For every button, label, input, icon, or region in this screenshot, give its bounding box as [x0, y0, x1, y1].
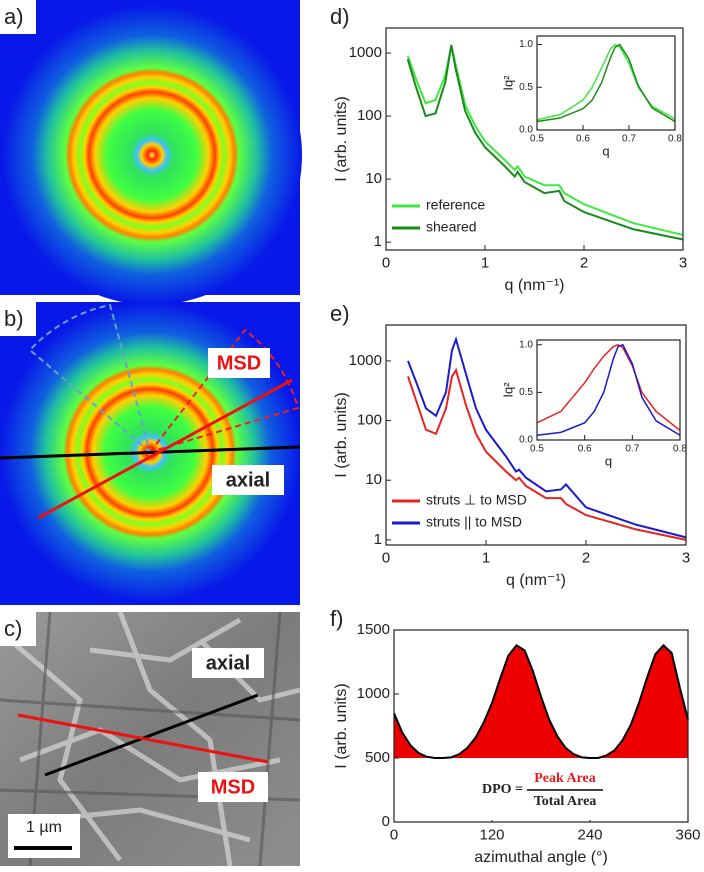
y-tick-label: 100 — [357, 107, 382, 124]
label-box — [0, 302, 36, 336]
saxs-pattern — [2, 5, 302, 305]
label-box — [212, 465, 284, 495]
y-tick-label: 0 — [382, 813, 390, 830]
label-box — [192, 648, 264, 678]
x-axis-label: azimuthal angle (°) — [474, 849, 608, 866]
series-line — [407, 367, 687, 541]
x-tick-label: 3 — [679, 254, 687, 271]
x-tick-label: 0.8 — [673, 444, 687, 455]
axial-line — [0, 445, 301, 460]
area — [394, 645, 688, 758]
label-box — [208, 348, 270, 378]
plot-frame — [385, 27, 684, 251]
x-axis-label: q (nm⁻¹) — [506, 572, 566, 589]
series-line — [407, 336, 687, 539]
x-tick-label: 0.5 — [530, 444, 544, 455]
line — [393, 643, 689, 759]
msd-line — [17, 713, 269, 764]
x-tick-label: 0.7 — [622, 134, 636, 145]
series-line — [536, 343, 681, 432]
y-tick-label: 0.0 — [519, 435, 533, 446]
y-axis-label: I (arb. units) — [333, 392, 350, 477]
legend-label: reference — [426, 197, 485, 213]
legend-label: sheared — [426, 219, 477, 235]
y-axis-label: Iq² — [500, 75, 515, 91]
panel-label: f) — [330, 606, 343, 631]
x-tick-label: 0 — [382, 254, 390, 271]
panel-label: a) — [4, 4, 24, 29]
y-tick-label: 500 — [365, 749, 390, 766]
legend-label: struts || to MSD — [426, 514, 522, 530]
y-tick-label: 10 — [365, 471, 382, 488]
sector — [28, 303, 152, 455]
y-axis-label: I (arb. units) — [333, 96, 350, 181]
y-tick-label: 100 — [357, 412, 382, 429]
x-tick-label: 1 — [482, 549, 490, 566]
x-tick-label: 0 — [390, 826, 398, 843]
y-axis-label: I (arb. units) — [333, 683, 350, 768]
series-line — [536, 43, 676, 123]
x-tick-label: 0 — [382, 549, 390, 566]
x-axis-label: q — [605, 453, 612, 468]
annotation: axial — [226, 469, 270, 491]
x-tick-label: 120 — [479, 826, 504, 843]
msd-line — [37, 378, 293, 520]
panel-label: c) — [4, 616, 22, 641]
y-axis-label: Iq² — [500, 382, 515, 398]
series-line — [536, 343, 681, 436]
y-tick-label: 1.0 — [519, 339, 533, 350]
sector — [147, 328, 300, 454]
x-tick-label: 0.8 — [668, 134, 682, 145]
annotation: axial — [206, 652, 250, 674]
panel-label: e) — [330, 301, 350, 326]
label-box — [0, 612, 36, 646]
y-tick-label: 0.5 — [519, 387, 533, 398]
x-tick-label: 0.5 — [530, 134, 544, 145]
annotation: MSD — [211, 776, 255, 798]
y-tick-label: 1 — [374, 233, 382, 250]
y-tick-label: 1000 — [349, 352, 382, 369]
y-tick-label: 1000 — [349, 44, 382, 61]
plot-frame — [536, 35, 676, 131]
y-tick-label: 0.0 — [519, 125, 533, 136]
panel-label: d) — [330, 4, 350, 29]
y-tick-label: 1000 — [357, 685, 390, 702]
plot-frame — [385, 324, 687, 546]
plot-frame — [393, 629, 689, 823]
inset-background — [537, 340, 680, 440]
x-tick-label: 2 — [580, 254, 588, 271]
scale-bar-label: 1 µm — [26, 819, 62, 836]
x-tick-label: 3 — [682, 549, 690, 566]
annotation: MSD — [217, 352, 261, 374]
inset-background — [537, 36, 675, 130]
x-axis-label: q (nm⁻¹) — [505, 277, 565, 294]
x-tick-label: 240 — [577, 826, 602, 843]
x-tick-label: 0.6 — [578, 444, 592, 455]
y-tick-label: 1.0 — [519, 39, 533, 50]
series-line — [406, 44, 684, 241]
x-tick-label: 2 — [582, 549, 590, 566]
y-tick-label: 1500 — [357, 621, 390, 638]
panel-label: b) — [4, 306, 24, 331]
x-tick-label: 0.6 — [576, 134, 590, 145]
formula-lhs: DPO = — [482, 782, 523, 797]
label-box — [8, 814, 80, 858]
y-tick-label: 10 — [365, 170, 382, 187]
legend-label: struts ⊥ to MSD — [426, 492, 527, 508]
label-box — [198, 772, 268, 802]
axial-line — [44, 693, 259, 777]
plot-frame — [536, 339, 681, 441]
series-line — [406, 45, 684, 236]
x-tick-label: 1 — [481, 254, 489, 271]
formula-numerator: Peak Area — [534, 771, 596, 786]
x-tick-label: 0.7 — [625, 444, 639, 455]
sem-texture — [8, 611, 301, 867]
formula-denominator: Total Area — [534, 794, 597, 809]
label-box — [0, 0, 36, 34]
y-tick-label: 0.5 — [519, 82, 533, 93]
x-axis-label: q — [602, 143, 609, 158]
x-tick-label: 360 — [675, 826, 700, 843]
y-tick-label: 1 — [374, 531, 382, 548]
